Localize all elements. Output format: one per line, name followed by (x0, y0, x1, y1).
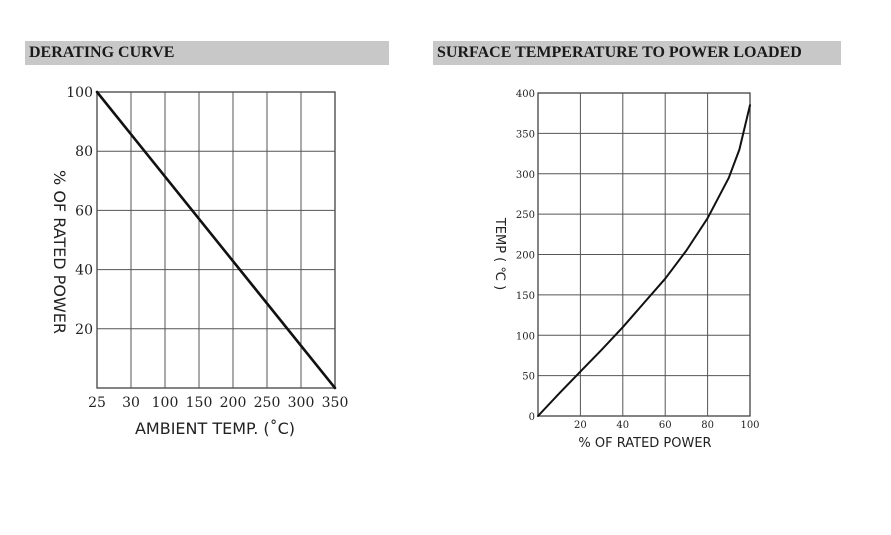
derating-y-tick-label: 60 (75, 203, 93, 219)
derating-x-tick-label: 30 (122, 395, 140, 411)
derating-tick-labels: 25 30 100 150 200 250 300 350 20 40 60 80 100 (66, 85, 348, 411)
derating-x-tick-label: 350 (322, 395, 349, 411)
derating-x-tick-label: 300 (288, 395, 315, 411)
derating-y-tick-label: 40 (75, 263, 93, 279)
derating-y-tick-label: 20 (75, 322, 93, 338)
derating-y-tick-label: 100 (66, 85, 93, 101)
surface-temperature-title: SURFACE TEMPERATURE TO POWER LOADED (433, 41, 841, 65)
derating-x-axis-label: AMBIENT TEMP. (˚C) (135, 419, 295, 438)
derating-series (95, 90, 337, 390)
derating-y-tick-label: 80 (75, 144, 93, 160)
derating-grid (96, 91, 336, 389)
derating-x-tick-label: 150 (186, 395, 213, 411)
derating-x-tick-label: 200 (220, 395, 247, 411)
derating-y-axis-label: % OF RATED POWER (50, 170, 69, 334)
derating-curve-title: DERATING CURVE (25, 41, 389, 65)
derating-x-tick-label: 25 (88, 395, 106, 411)
derating-plot-frame (96, 91, 336, 389)
derating-x-tick-label: 100 (152, 395, 179, 411)
derating-x-tick-label: 250 (254, 395, 281, 411)
derating-line (95, 90, 337, 390)
